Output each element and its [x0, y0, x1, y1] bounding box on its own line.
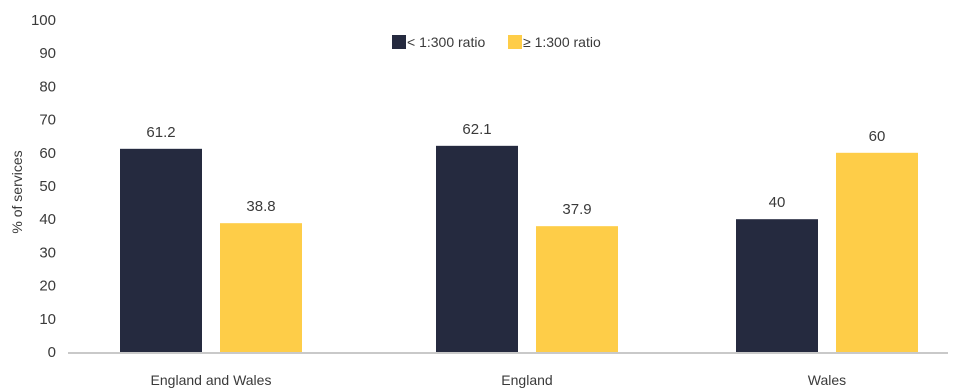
bar-2-3: [836, 152, 918, 352]
bar-2-1: [220, 223, 302, 352]
data-label-2-3: 60: [869, 128, 886, 145]
legend-swatch-1: [392, 35, 406, 49]
y-tick-label-40: 40: [39, 211, 56, 228]
data-labels: 61.2 38.8 62.1 37.9 40 60: [146, 121, 885, 218]
bar-2-2: [536, 226, 618, 352]
category-label-1: England and Wales: [151, 372, 272, 388]
data-label-2-2: 37.9: [562, 201, 591, 218]
bars: [120, 145, 918, 352]
data-label-2-1: 38.8: [246, 198, 275, 215]
category-label-2: England: [501, 372, 552, 388]
category-labels: England and Wales England Wales: [151, 372, 847, 388]
bar-1-2: [436, 145, 518, 352]
data-label-1-3: 40: [769, 194, 786, 211]
y-tick-label-100: 100: [31, 12, 56, 29]
bar-1-3: [736, 219, 818, 352]
legend: < 1:300 ratio ≥ 1:300 ratio: [392, 34, 601, 50]
legend-label-1: < 1:300 ratio: [407, 34, 485, 50]
legend-label-2: ≥ 1:300 ratio: [523, 34, 601, 50]
y-tick-label-20: 20: [39, 278, 56, 295]
y-tick-label-60: 60: [39, 145, 56, 162]
y-tick-label-90: 90: [39, 45, 56, 62]
y-tick-label-70: 70: [39, 112, 56, 129]
y-axis-ticks: 0 10 20 30 40 50 60 70 80 90 100: [31, 12, 56, 361]
category-label-3: Wales: [808, 372, 846, 388]
y-axis-title: % of services: [9, 150, 25, 233]
bar-1-1: [120, 148, 202, 352]
y-tick-label-30: 30: [39, 244, 56, 261]
y-tick-label-50: 50: [39, 178, 56, 195]
y-tick-label-10: 10: [39, 311, 56, 328]
legend-swatch-2: [508, 35, 522, 49]
y-tick-label-0: 0: [48, 344, 56, 361]
y-tick-label-80: 80: [39, 78, 56, 95]
data-label-1-2: 62.1: [462, 121, 491, 138]
data-label-1-1: 61.2: [146, 124, 175, 141]
